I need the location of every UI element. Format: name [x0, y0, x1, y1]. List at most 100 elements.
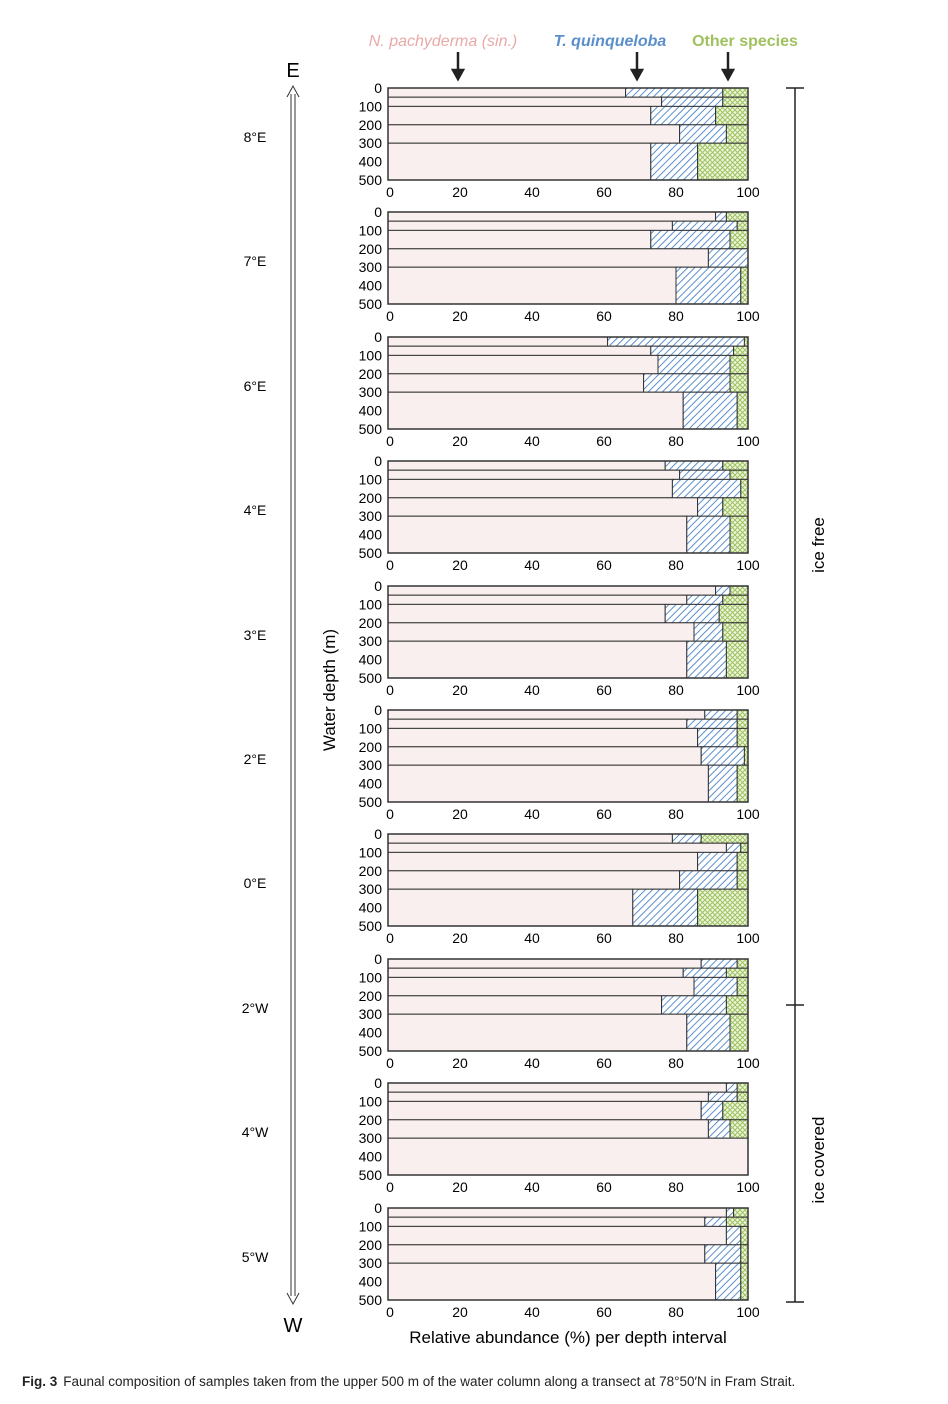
bar-t-quinqueloba: [657, 354, 731, 375]
x-tick-label: 60: [596, 1304, 612, 1320]
y-tick-label: 400: [359, 776, 383, 792]
x-tick-label: 100: [736, 682, 760, 698]
x-tick-label: 40: [524, 682, 540, 698]
y-tick-label: 100: [359, 347, 383, 363]
bar-other-species: [729, 585, 749, 596]
bar-t-quinqueloba: [707, 1119, 731, 1139]
bar-other-species: [736, 870, 749, 890]
y-tick-label: 300: [359, 1255, 383, 1271]
bar-n-pachyderma: [387, 96, 663, 107]
bar-other-species: [740, 842, 749, 853]
plot-frame: [387, 211, 749, 305]
x-tick-label: 0: [386, 1055, 394, 1071]
ice-bracket: [786, 87, 804, 1303]
bar-n-pachyderma: [387, 967, 684, 978]
y-axis-label: Water depth (m): [320, 629, 339, 751]
y-tick-label: 400: [359, 652, 383, 668]
y-tick-label: 300: [359, 881, 383, 897]
bar-n-pachyderma: [387, 469, 681, 480]
bar-t-quinqueloba: [700, 746, 745, 766]
plot-frame: [387, 1207, 749, 1301]
y-tick-label: 100: [359, 222, 383, 238]
y-tick-label: 500: [359, 1167, 383, 1183]
x-tick-label: 60: [596, 433, 612, 449]
bar-n-pachyderma: [387, 995, 663, 1015]
station-label: 2°E: [244, 751, 267, 767]
y-tick-label: 0: [374, 329, 382, 345]
y-tick-label: 400: [359, 154, 383, 170]
y-tick-label: 300: [359, 135, 383, 151]
bar-n-pachyderma: [387, 373, 645, 393]
x-tick-label: 0: [386, 1304, 394, 1320]
x-tick-label: 20: [452, 557, 468, 573]
bar-other-species: [725, 1216, 749, 1227]
x-tick-label: 0: [386, 184, 394, 200]
bar-other-species: [725, 640, 749, 679]
x-tick-label: 20: [452, 806, 468, 822]
bar-t-quinqueloba: [682, 391, 738, 430]
bar-n-pachyderma: [387, 124, 681, 144]
x-tick-label: 60: [596, 1055, 612, 1071]
y-tick-label: 400: [359, 403, 383, 419]
bar-n-pachyderma: [387, 622, 695, 642]
bar-t-quinqueloba: [625, 87, 724, 98]
y-tick-label: 300: [359, 1006, 383, 1022]
y-tick-label: 500: [359, 1043, 383, 1059]
x-tick-label: 0: [386, 1179, 394, 1195]
bar-n-pachyderma: [387, 266, 677, 305]
bar-t-quinqueloba: [664, 460, 724, 471]
x-tick-label: 40: [524, 806, 540, 822]
bar-t-quinqueloba: [607, 336, 745, 347]
x-tick-label: 100: [736, 557, 760, 573]
y-tick-label: 0: [374, 951, 382, 967]
x-tick-label: 80: [668, 1055, 684, 1071]
x-tick-label: 60: [596, 184, 612, 200]
transect-arrow: [286, 84, 300, 1306]
bar-n-pachyderma: [387, 248, 709, 268]
station-label: 8°E: [244, 129, 267, 145]
x-tick-label: 60: [596, 308, 612, 324]
x-tick-label: 100: [736, 1179, 760, 1195]
bar-n-pachyderma: [387, 1100, 702, 1121]
x-tick-label: 40: [524, 1179, 540, 1195]
x-tick-label: 20: [452, 1055, 468, 1071]
bar-n-pachyderma: [387, 851, 699, 872]
bar-t-quinqueloba: [686, 594, 724, 605]
bar-n-pachyderma: [387, 1262, 717, 1301]
y-tick-label: 400: [359, 1274, 383, 1290]
bar-t-quinqueloba: [700, 958, 738, 969]
bar-other-species: [736, 1082, 749, 1093]
y-tick-label: 100: [359, 844, 383, 860]
bar-other-species: [740, 1225, 749, 1246]
station-label: 5°W: [242, 1249, 269, 1265]
x-tick-label: 100: [736, 1055, 760, 1071]
bar-t-quinqueloba: [671, 220, 738, 231]
bar-t-quinqueloba: [675, 266, 742, 305]
x-tick-label: 80: [668, 184, 684, 200]
bar-other-species: [736, 727, 749, 748]
y-tick-label: 500: [359, 670, 383, 686]
y-tick-label: 500: [359, 794, 383, 810]
plot-frame: [387, 585, 749, 679]
bar-t-quinqueloba: [661, 995, 727, 1015]
bar-t-quinqueloba: [686, 515, 731, 554]
plot-frame: [387, 1082, 749, 1176]
bar-t-quinqueloba: [700, 1100, 724, 1121]
x-tick-label: 20: [452, 1179, 468, 1195]
bar-t-quinqueloba: [632, 888, 699, 927]
station-label: 4°W: [242, 1124, 269, 1140]
x-tick-label: 0: [386, 806, 394, 822]
y-tick-label: 200: [359, 490, 383, 506]
x-tick-label: 0: [386, 682, 394, 698]
bar-other-species: [736, 958, 749, 969]
bar-t-quinqueloba: [725, 1225, 742, 1246]
x-tick-label: 20: [452, 184, 468, 200]
x-tick-label: 100: [736, 1304, 760, 1320]
bar-other-species: [740, 1244, 749, 1264]
x-tick-label: 60: [596, 930, 612, 946]
y-tick-label: 300: [359, 384, 383, 400]
y-tick-label: 500: [359, 172, 383, 188]
